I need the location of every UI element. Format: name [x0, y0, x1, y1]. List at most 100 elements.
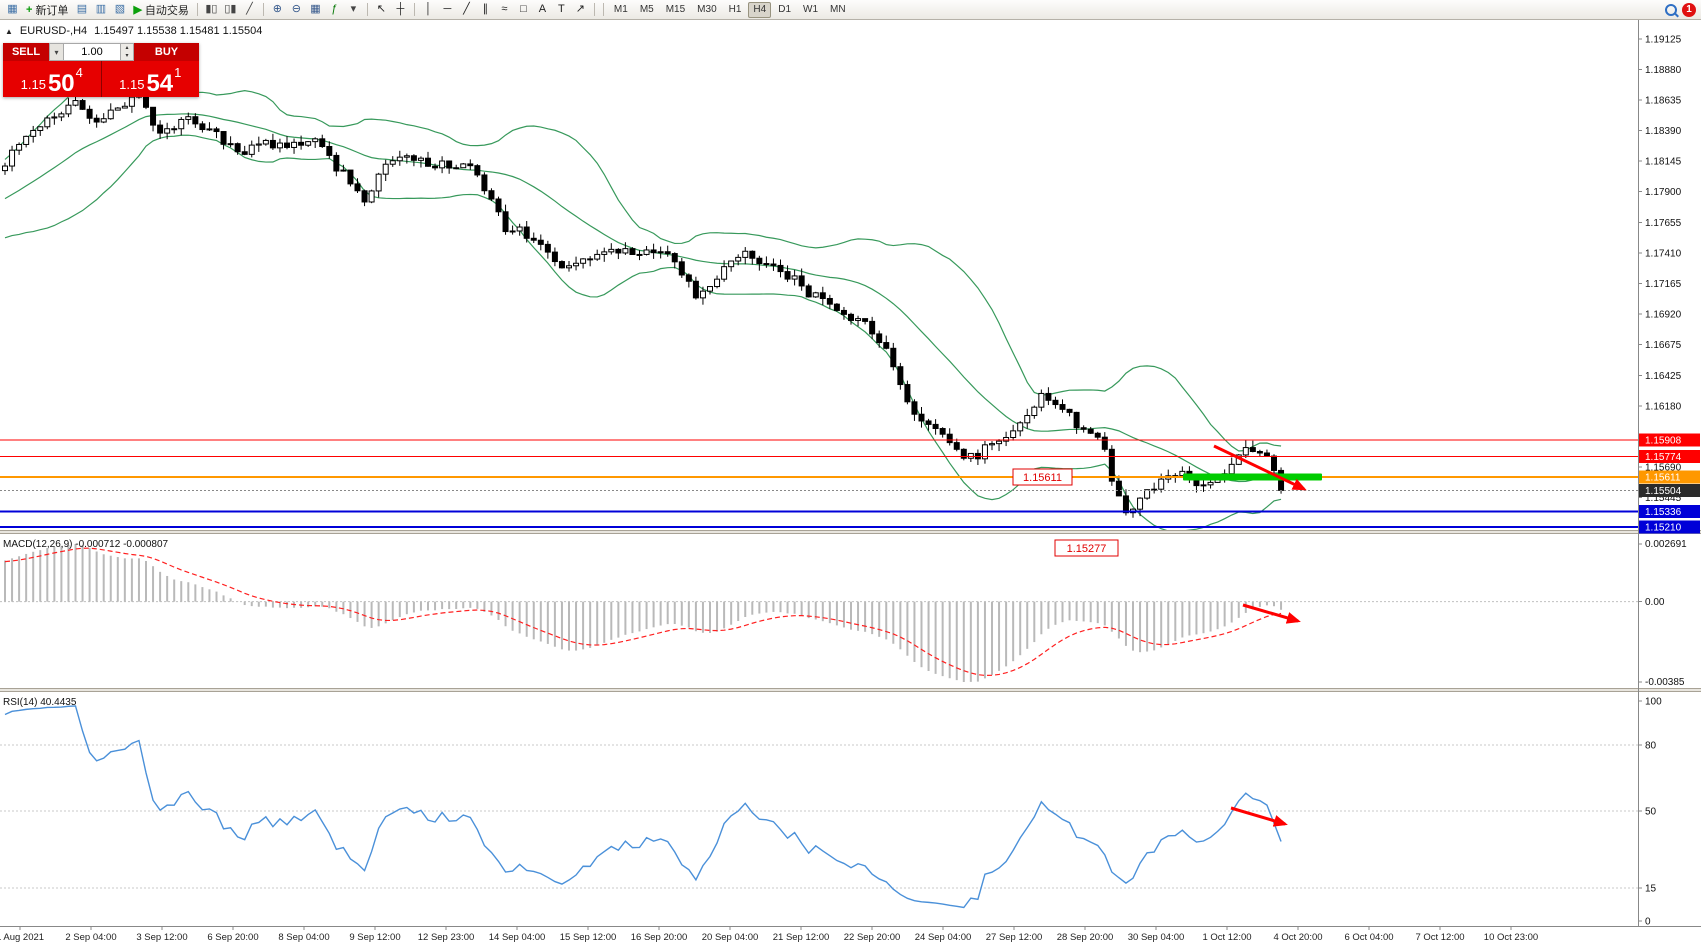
horizontal-line-icon[interactable]: ─: [443, 3, 452, 15]
volume-input[interactable]: [64, 44, 120, 60]
svg-text:28 Sep 20:00: 28 Sep 20:00: [1057, 932, 1114, 943]
horizontal-price-lines[interactable]: [0, 439, 1638, 528]
crosshair-icon[interactable]: ┼: [396, 3, 405, 15]
navigator-icon[interactable]: ▧: [114, 3, 126, 15]
timeframe-H4[interactable]: H4: [748, 1, 772, 18]
new-chart-icon[interactable]: ▦: [7, 3, 18, 15]
time-axis[interactable]: 1 Aug 2021 2 Sep 04:00 3 Sep 12:00 6 Sep 20…: [0, 926, 1538, 943]
price-annotation[interactable]: 1.15611: [1012, 468, 1073, 486]
timeframe-M1[interactable]: M1: [613, 4, 628, 15]
svg-text:0.002691: 0.002691: [1645, 539, 1687, 550]
price-axis[interactable]: 1.19125 1.18880 1.18635 1.18390 1.18145 1.179…: [0, 20, 1701, 928]
indicators-icon[interactable]: ƒ: [331, 3, 338, 15]
price-divider: [100, 61, 102, 97]
svg-text:0: 0: [1645, 917, 1651, 928]
tile-windows-icon[interactable]: ▦: [310, 3, 321, 15]
bid-price-base: 1.15: [20, 77, 46, 92]
order-type-dropdown[interactable]: ▾: [49, 43, 64, 61]
svg-text:1.17900: 1.17900: [1645, 187, 1682, 198]
timeframe-W1[interactable]: W1: [803, 4, 819, 15]
auto-trading-button[interactable]: ▶ 自动交易: [129, 2, 192, 18]
bid-price[interactable]: 1.15 50 4: [3, 61, 101, 97]
svg-text:30 Sep 04:00: 30 Sep 04:00: [1128, 932, 1185, 943]
rsi-line: [4, 705, 1282, 909]
svg-text:1.16180: 1.16180: [1645, 402, 1682, 413]
rsi-label: RSI(14) 40.4435: [3, 697, 77, 708]
support-highlight-bar[interactable]: [1183, 473, 1322, 481]
timeframe-H1[interactable]: H1: [728, 4, 742, 15]
bid-price-point: 4: [75, 65, 83, 80]
svg-text:6 Sep 20:00: 6 Sep 20:00: [207, 932, 258, 943]
svg-text:80: 80: [1645, 741, 1657, 752]
macd-signal-line: [4, 547, 1282, 677]
toolbar-separator: [593, 3, 595, 16]
svg-text:1 Oct 12:00: 1 Oct 12:00: [1202, 932, 1251, 943]
svg-text:4 Oct 20:00: 4 Oct 20:00: [1273, 932, 1322, 943]
price-tag: 1.15210: [1639, 520, 1700, 534]
svg-text:9 Sep 12:00: 9 Sep 12:00: [349, 932, 400, 943]
market-watch-icon[interactable]: ▤: [76, 3, 88, 15]
shapes-icon[interactable]: □: [520, 3, 527, 15]
data-window-icon[interactable]: ▥: [95, 3, 107, 15]
svg-text:-0.00385: -0.00385: [1645, 677, 1685, 688]
trend-arrow[interactable]: [1230, 806, 1288, 827]
price-annotation[interactable]: 1.15277: [1054, 539, 1119, 557]
notification-badge[interactable]: 1: [1682, 2, 1696, 17]
macd-pane: [0, 544, 1638, 682]
pane-separator[interactable]: [0, 688, 1701, 692]
sell-button[interactable]: SELL: [3, 43, 49, 61]
svg-text:27 Sep 12:00: 27 Sep 12:00: [986, 932, 1043, 943]
chart-title: ▲ EURUSD-,H4 1.15497 1.15538 1.15481 1.1…: [5, 25, 262, 37]
arrows-tool-icon[interactable]: ↗: [575, 3, 586, 15]
main-price-pane: [2, 81, 1285, 530]
svg-text:6 Oct 04:00: 6 Oct 04:00: [1344, 932, 1393, 943]
trendline-icon[interactable]: ╱: [463, 3, 470, 15]
pane-separator[interactable]: [0, 530, 1701, 534]
svg-text:21 Sep 12:00: 21 Sep 12:00: [773, 932, 830, 943]
buy-button[interactable]: BUY: [134, 43, 199, 61]
price-tag: 1.15611: [1639, 470, 1700, 484]
svg-text:1.17655: 1.17655: [1645, 218, 1682, 229]
svg-text:1.15277: 1.15277: [1067, 543, 1107, 555]
new-order-button-label: 新订单: [35, 4, 69, 17]
bollinger-upper-band: [4, 81, 1282, 452]
vertical-line-icon[interactable]: │: [424, 3, 432, 15]
trend-arrow[interactable]: [1213, 444, 1307, 491]
candlestick-chart-icon[interactable]: ▯▮: [224, 3, 237, 15]
zoom-in-icon[interactable]: ⊕: [272, 3, 283, 15]
ask-price[interactable]: 1.15 54 1: [102, 61, 200, 97]
timeframe-D1[interactable]: D1: [778, 4, 792, 15]
trend-arrow[interactable]: [1242, 603, 1301, 624]
svg-text:16 Sep 20:00: 16 Sep 20:00: [631, 932, 688, 943]
timeframe-M5[interactable]: M5: [639, 4, 654, 15]
new-order-button-icon: +: [26, 3, 33, 16]
cursor-icon[interactable]: ↖: [376, 3, 387, 15]
timeframe-M30[interactable]: M30: [697, 4, 717, 15]
svg-text:1.15774: 1.15774: [1645, 452, 1682, 463]
zoom-out-icon[interactable]: ⊖: [291, 3, 302, 15]
timeframe-MN[interactable]: MN: [830, 4, 846, 15]
svg-text:1.16920: 1.16920: [1645, 309, 1682, 320]
text-label-icon[interactable]: T: [558, 3, 565, 15]
periods-dropdown-icon[interactable]: ▾: [350, 3, 357, 15]
fibonacci-icon[interactable]: ≈: [501, 3, 508, 15]
candles: [2, 85, 1285, 518]
chart-canvas[interactable]: 1.15611 1.15277 1.19125 1.18880 1.18635 1.183…: [0, 20, 1701, 943]
svg-text:22 Sep 20:00: 22 Sep 20:00: [844, 932, 901, 943]
ohlc-values: 1.15497 1.15538 1.15481 1.15504: [94, 25, 263, 37]
equidistant-channel-icon[interactable]: ∥: [482, 3, 489, 15]
timeframe-M15[interactable]: M15: [665, 4, 686, 15]
line-chart-icon[interactable]: ╱: [246, 3, 253, 15]
volume-down-icon[interactable]: ▾: [125, 53, 129, 59]
new-order-button[interactable]: + 新订单: [22, 2, 72, 18]
svg-text:1.16675: 1.16675: [1645, 340, 1682, 351]
toolbar-right: 1: [1665, 2, 1698, 17]
one-click-toggle-icon[interactable]: ▲: [5, 26, 13, 36]
toolbar: ▦ + 新订单 ▤ ▥ ▧ ▶ 自动交易 ▮▯ ▯▮ ╱ ⊕ ⊖ ▦ ƒ ▾ ↖ ┼ │ ─ ╱ ∥ ≈ □ A T ↗ M1 M5 M…: [0, 0, 1701, 20]
svg-text:7 Oct 12:00: 7 Oct 12:00: [1415, 932, 1464, 943]
text-icon[interactable]: A: [538, 3, 547, 15]
search-icon[interactable]: [1665, 3, 1677, 16]
svg-text:1 Aug 2021: 1 Aug 2021: [0, 932, 44, 943]
bars-chart-icon[interactable]: ▮▯: [205, 3, 218, 15]
volume-up-icon[interactable]: ▴: [125, 45, 129, 51]
